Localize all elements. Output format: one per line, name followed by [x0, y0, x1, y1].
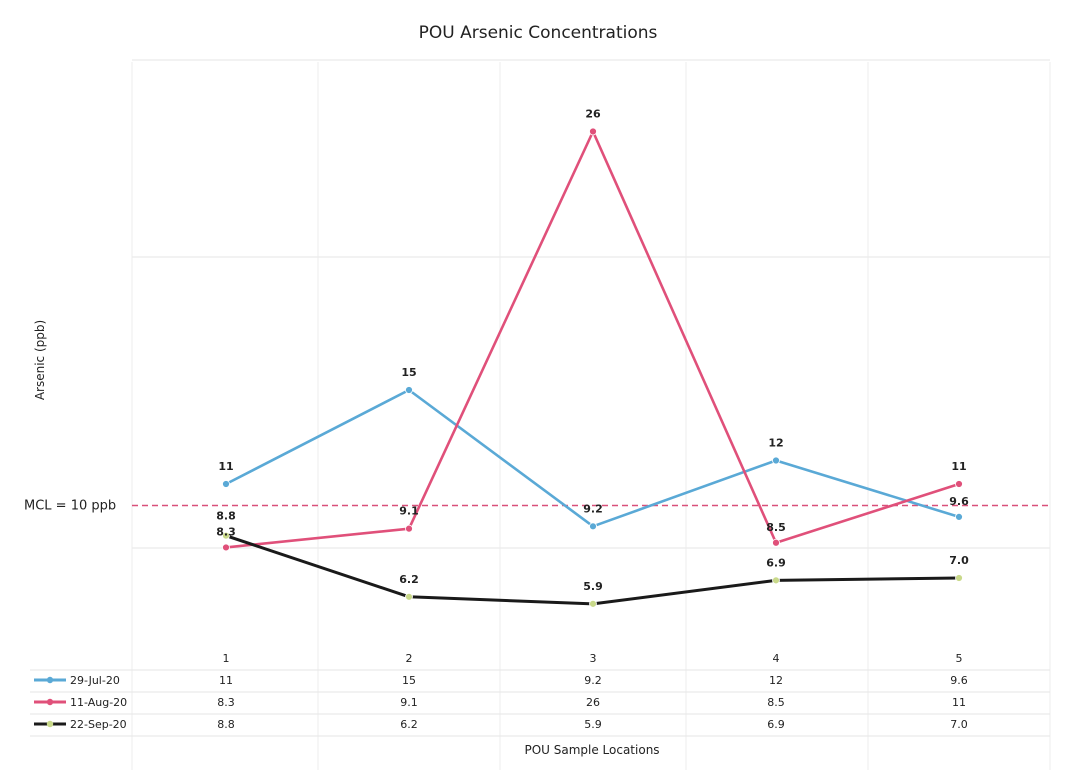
data-point: [955, 513, 963, 521]
table-cell: 9.2: [584, 674, 602, 687]
legend-label: 29-Jul-20: [70, 674, 120, 687]
legend-key-marker: [46, 676, 54, 684]
data-point: [589, 599, 597, 608]
table-cell: 15: [402, 674, 416, 687]
data-table: 1 2 3 4 529-Jul-20 11 15 9.2 12 9.611-Aug-20 8.3 9.…: [30, 652, 1050, 737]
mcl-label: MCL = 10 ppb: [24, 499, 116, 514]
data-point: [955, 574, 963, 582]
legend-key-marker: [46, 720, 54, 728]
y-axis-label: Arsenic (ppb): [33, 320, 47, 400]
x-axis-label: POU Sample Locations: [524, 743, 659, 757]
data-label: 12: [768, 437, 783, 450]
tick-label: 4: [773, 652, 780, 665]
data-label: 15: [401, 366, 416, 379]
data-labels: 11 15 9.2 12 9.6 8.3 9.1 26 8.5 11 8.8 6.2 5.9 6.9 7.0: [216, 108, 969, 593]
data-label: 5.9: [583, 580, 603, 593]
data-point: [772, 538, 780, 547]
data-point: [772, 576, 780, 585]
table-cell: 8.3: [217, 696, 235, 709]
legend-label: 11-Aug-20: [70, 696, 127, 709]
table-cell: 6.2: [400, 718, 418, 731]
reference-line-group: MCL = 10 ppb: [24, 499, 1050, 514]
data-label: 26: [585, 108, 601, 121]
table-cell: 12: [769, 674, 783, 687]
data-label: 9.6: [949, 495, 969, 508]
data-point: [222, 480, 230, 488]
data-label: 8.8: [216, 510, 236, 523]
data-point: [222, 531, 230, 540]
data-label: 6.9: [766, 556, 786, 569]
tick-label: 3: [590, 652, 597, 665]
table-cell: 11: [219, 674, 233, 687]
data-point: [955, 480, 963, 488]
table-cell: 11: [952, 696, 966, 709]
table-cell: 6.9: [767, 718, 785, 731]
data-point: [222, 543, 230, 552]
data-point: [405, 386, 413, 394]
table-cell: 8.8: [217, 718, 235, 731]
data-label: 8.5: [766, 521, 786, 534]
data-point: [405, 524, 413, 533]
data-point: [589, 522, 597, 531]
chart-title: POU Arsenic Concentrations: [419, 23, 658, 43]
table-cell: 26: [586, 696, 600, 709]
grid: [131, 59, 1051, 770]
data-point: [772, 456, 780, 465]
data-point: [405, 592, 413, 601]
data-label: 9.1: [399, 505, 419, 518]
data-point: [589, 127, 597, 136]
tick-label: 5: [956, 652, 963, 665]
legend-key-marker: [46, 698, 54, 706]
tick-label: 2: [406, 652, 413, 665]
data-label: 11: [218, 460, 233, 473]
data-label: 8.3: [216, 525, 236, 538]
table-cell: 5.9: [584, 718, 602, 731]
data-label: 9.2: [583, 502, 603, 515]
table-cell: 7.0: [950, 718, 968, 731]
table-cell: 9.6: [950, 674, 968, 687]
table-cell: 9.1: [400, 696, 418, 709]
legend-label: 22-Sep-20: [70, 718, 127, 731]
series-group: [222, 127, 963, 608]
data-label: 11: [951, 460, 966, 473]
table-cell: 8.5: [767, 696, 785, 709]
data-label: 7.0: [949, 554, 969, 567]
tick-label: 1: [223, 652, 230, 665]
data-label: 6.2: [399, 573, 419, 586]
